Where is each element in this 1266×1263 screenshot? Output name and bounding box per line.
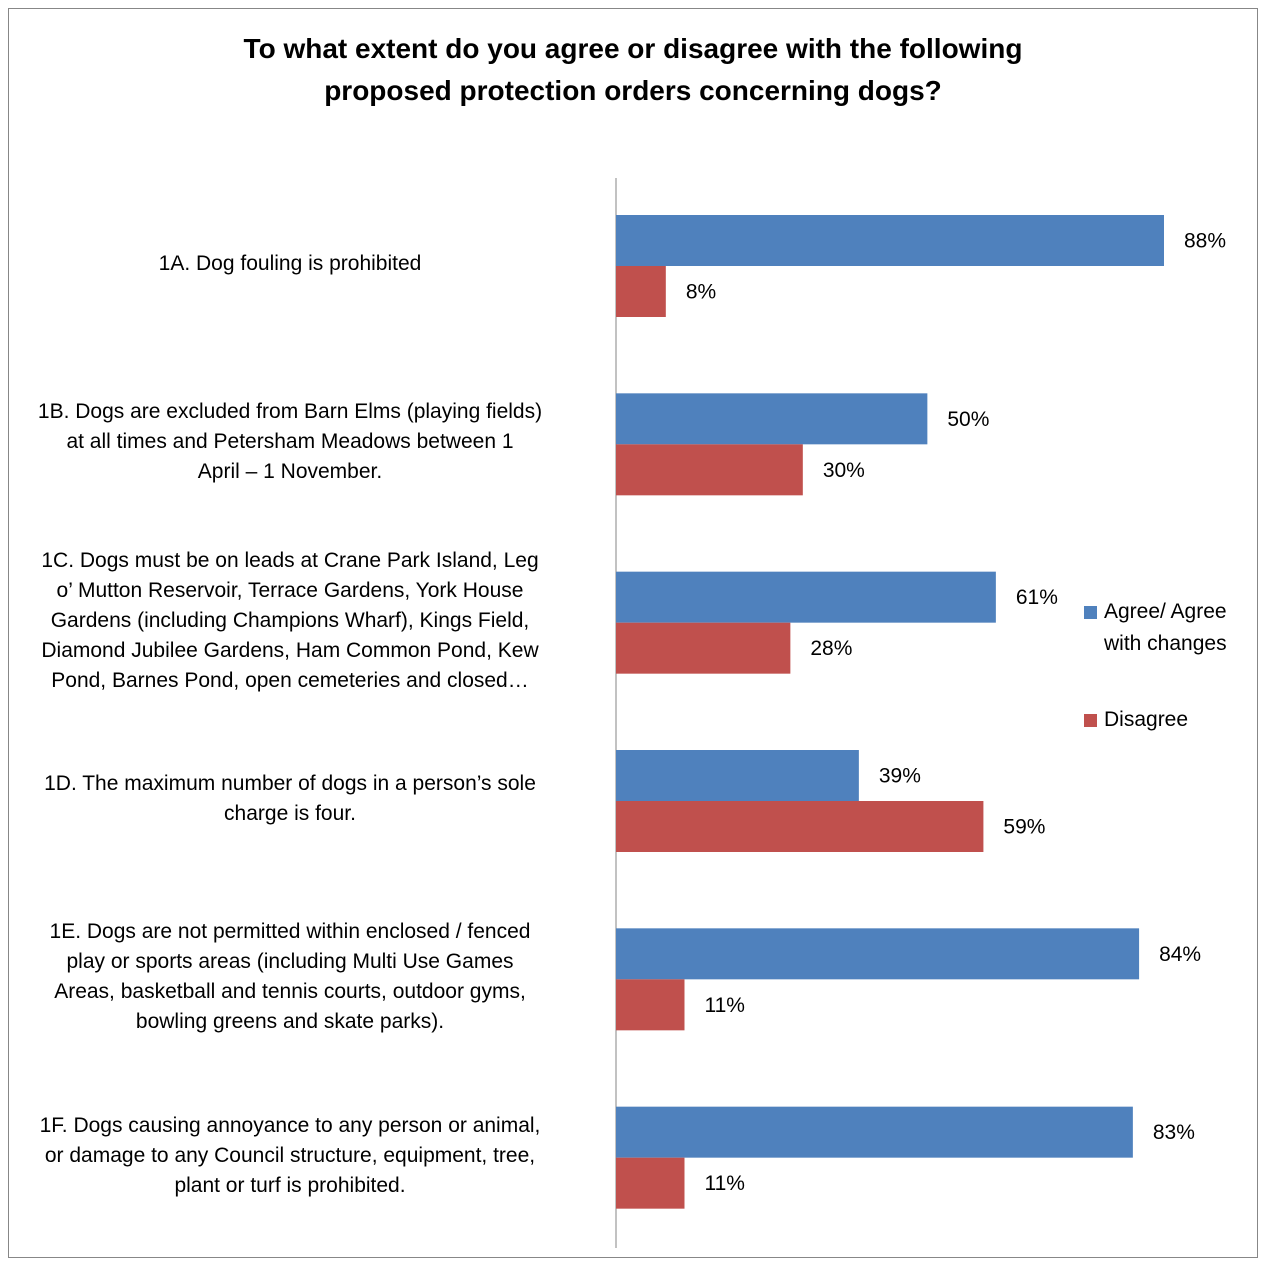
- category-label-3: 1C. Dogs must be on leads at Crane Park …: [41, 548, 539, 692]
- legend-swatch-disagree: [1084, 714, 1097, 727]
- data-label-agree-5: 84%: [1159, 943, 1201, 966]
- bar-disagree-1: [616, 266, 666, 317]
- bar-agree-2: [616, 393, 928, 445]
- bar-agree-1: [616, 215, 1164, 266]
- bar-agree-5: [616, 928, 1140, 980]
- data-label-agree-4: 39%: [879, 765, 921, 788]
- chart-title: To what extent do you agree or disagree …: [243, 33, 1023, 106]
- legend: Agree/ Agree with changes Disagree: [1084, 596, 1227, 736]
- data-label-disagree-4: 59%: [1003, 816, 1045, 839]
- legend-item-agree: Agree/ Agree with changes: [1084, 596, 1227, 660]
- bar-disagree-6: [616, 1157, 685, 1209]
- data-label-agree-3: 61%: [1016, 586, 1058, 609]
- legend-label-agree: Agree/ Agree with changes: [1104, 600, 1227, 655]
- category-label-6: 1F. Dogs causing annoyance to any person…: [39, 1113, 541, 1197]
- data-label-disagree-3: 28%: [810, 637, 852, 660]
- bar-agree-3: [616, 571, 996, 623]
- data-label-agree-1: 88%: [1184, 230, 1226, 253]
- category-label-5: 1E. Dogs are not permitted within enclos…: [49, 920, 531, 1034]
- data-label-disagree-2: 30%: [823, 459, 865, 482]
- category-label-2: 1B. Dogs are excluded from Barn Elms (pl…: [37, 400, 543, 484]
- category-label-4: 1D. The maximum number of dogs in a pers…: [44, 772, 536, 825]
- category-label-1: 1A. Dog fouling is prohibited: [158, 252, 422, 275]
- data-label-disagree-1: 8%: [686, 281, 716, 304]
- bar-agree-4: [616, 750, 859, 801]
- data-label-disagree-6: 11%: [705, 1172, 745, 1195]
- legend-swatch-agree: [1084, 606, 1097, 619]
- legend-item-disagree: Disagree: [1084, 704, 1227, 736]
- bar-agree-6: [616, 1106, 1133, 1158]
- bar-disagree-3: [616, 622, 791, 674]
- data-label-disagree-5: 11%: [705, 994, 745, 1017]
- bar-disagree-4: [616, 801, 984, 852]
- data-label-agree-2: 50%: [947, 408, 989, 431]
- data-label-agree-6: 83%: [1153, 1121, 1195, 1144]
- bar-disagree-2: [616, 444, 803, 496]
- legend-label-disagree: Disagree: [1104, 708, 1189, 731]
- bar-disagree-5: [616, 979, 685, 1031]
